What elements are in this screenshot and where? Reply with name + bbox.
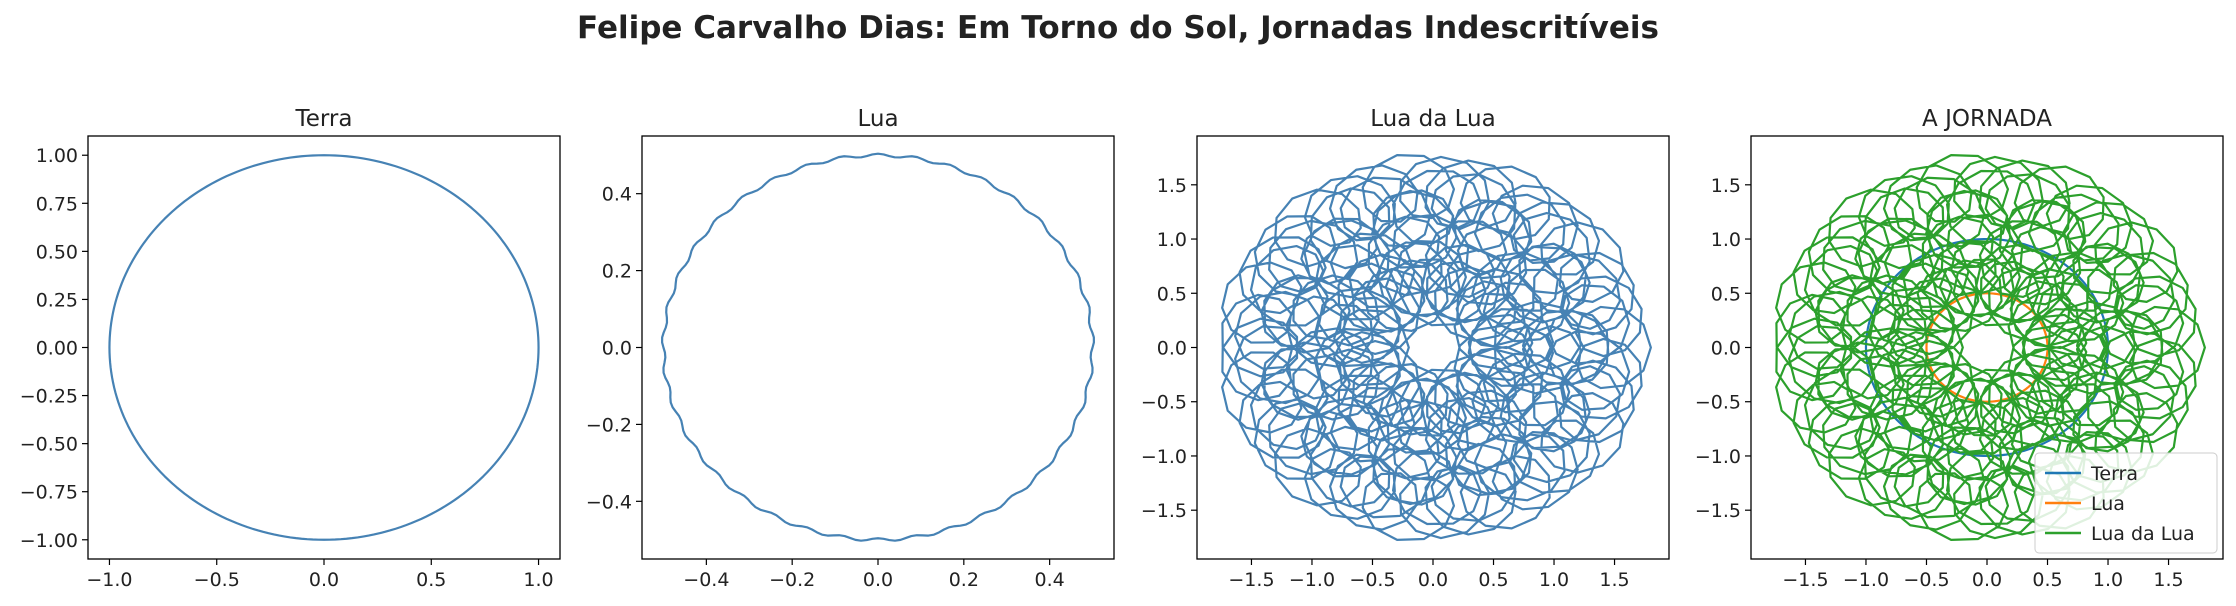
y-tick-label: 0.50 xyxy=(36,241,78,263)
legend: Terra Lua Lua da Lua xyxy=(2034,452,2218,554)
y-tick-label: 0.0 xyxy=(1711,338,1741,360)
x-tick-label: 0.5 xyxy=(1478,569,1508,591)
y-tick-label: 0.25 xyxy=(36,289,78,311)
legend-label: Lua xyxy=(2091,493,2125,515)
subplot-3: Lua da Lua −1.5 −1.0 −0.5 0.0 0.5 1.0 1.5 −1.5 −1… xyxy=(1141,106,1670,591)
y-tick-label: −0.50 xyxy=(20,434,78,456)
figure-title: Felipe Carvalho Dias: Em Torno do Sol, J… xyxy=(577,10,1659,46)
subplot-title: Lua da Lua xyxy=(1370,106,1495,132)
y-tick-label: 1.0 xyxy=(1157,229,1187,251)
legend-label: Lua da Lua xyxy=(2091,523,2195,545)
x-tick-label: 0.0 xyxy=(1972,569,2002,591)
subplot-1: Terra −1.0 −0.5 0.0 0.5 1.0 −1.00 −0.75 −0.50 −0.… xyxy=(20,106,561,591)
subplot-title: Terra xyxy=(295,106,353,132)
x-tick-label: 0.5 xyxy=(2032,569,2062,591)
x-tick-label: 1.5 xyxy=(1599,569,1629,591)
y-tick-label: −1.00 xyxy=(20,530,78,552)
y-tick-label: 1.0 xyxy=(1711,229,1741,251)
y-tick-label: −1.5 xyxy=(1141,500,1187,522)
y-tick-label: 0.5 xyxy=(1157,283,1187,305)
series-line-1 xyxy=(108,154,540,541)
x-tick-label: 0.0 xyxy=(1418,569,1448,591)
plot-area xyxy=(108,154,540,541)
x-tick-label: 1.0 xyxy=(523,569,553,591)
y-tick-label: 0.0 xyxy=(1157,338,1187,360)
y-tick-label: −0.5 xyxy=(1695,392,1741,414)
y-tick-label: 0.2 xyxy=(602,261,632,283)
y-tick-label: 1.5 xyxy=(1711,175,1741,197)
x-tick-label: 1.5 xyxy=(2153,569,2183,591)
series-line-terra xyxy=(1864,237,2110,458)
plot-area xyxy=(1221,154,1652,541)
x-tick-label: −0.5 xyxy=(194,569,240,591)
subplot-4: A JORNADA −1.5 −1.0 −0.5 0.0 0.5 1.0 1.5 −1.5 −1.… xyxy=(1695,106,2224,591)
x-tick-label: 0.0 xyxy=(309,569,339,591)
y-tick-label: 1.00 xyxy=(36,145,78,167)
series-line-1 xyxy=(661,152,1095,542)
x-tick-label: −1.5 xyxy=(1782,569,1828,591)
series-line-lua-da-lua xyxy=(1775,154,2206,541)
series-line-1 xyxy=(1221,154,1652,541)
x-tick-label: 0.0 xyxy=(863,569,893,591)
x-tick-label: −1.0 xyxy=(86,569,132,591)
y-tick-label: 0.4 xyxy=(602,184,632,206)
axes-frame xyxy=(641,135,1115,560)
y-tick-label: −0.5 xyxy=(1141,392,1187,414)
y-tick-label: −1.0 xyxy=(1695,446,1741,468)
legend-label: Terra xyxy=(2090,463,2138,485)
y-tick-label: 0.0 xyxy=(602,338,632,360)
y-tick-label: 0.00 xyxy=(36,338,78,360)
x-tick-label: −0.5 xyxy=(1349,569,1395,591)
y-tick-label: −0.25 xyxy=(20,386,78,408)
y-tick-label: −0.2 xyxy=(586,414,632,436)
x-tick-label: 0.5 xyxy=(416,569,446,591)
plot-area xyxy=(661,152,1095,542)
y-tick-label: −1.0 xyxy=(1141,446,1187,468)
axes-frame xyxy=(87,135,561,560)
subplot-title: Lua xyxy=(857,106,898,132)
axes-container: Terra −1.0 −0.5 0.0 0.5 1.0 −1.00 −0.75 −0.50 −0.… xyxy=(20,106,2224,591)
x-tick-label: −0.4 xyxy=(683,569,729,591)
x-tick-label: 1.0 xyxy=(1539,569,1569,591)
y-tick-label: −0.75 xyxy=(20,482,78,504)
y-tick-label: −1.5 xyxy=(1695,500,1741,522)
y-tick-label: −0.4 xyxy=(586,491,632,513)
y-tick-label: 0.75 xyxy=(36,193,78,215)
series-line-lua xyxy=(1925,292,2049,403)
y-tick-label: 1.5 xyxy=(1157,175,1187,197)
x-tick-label: 1.0 xyxy=(2093,569,2123,591)
x-tick-label: −1.0 xyxy=(1289,569,1335,591)
subplot-title: A JORNADA xyxy=(1922,106,2052,132)
x-tick-label: 0.4 xyxy=(1035,569,1065,591)
x-tick-label: −1.5 xyxy=(1228,569,1274,591)
x-tick-label: −1.0 xyxy=(1843,569,1889,591)
x-tick-label: 0.2 xyxy=(949,569,979,591)
subplot-2: Lua −0.4 −0.2 0.0 0.2 0.4 −0.4 −0.2 0.0 0.2 0.4 xyxy=(586,106,1115,591)
y-tick-label: 0.5 xyxy=(1711,283,1741,305)
x-tick-label: −0.5 xyxy=(1903,569,1949,591)
x-tick-label: −0.2 xyxy=(769,569,815,591)
plot-area xyxy=(1775,154,2206,541)
legend-box xyxy=(2034,452,2218,554)
